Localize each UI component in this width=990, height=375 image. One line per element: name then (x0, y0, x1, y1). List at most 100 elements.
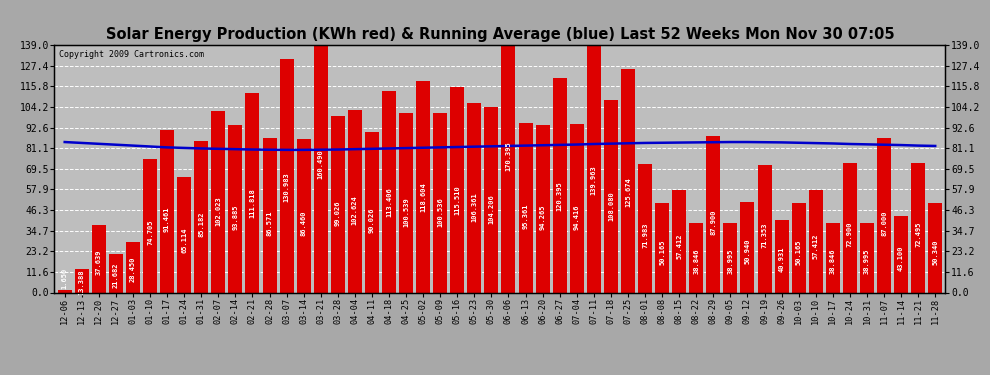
Bar (724, 223, 738, 292)
Bar (399, 114, 413, 292)
Bar (552, 78, 566, 292)
Bar (246, 93, 259, 292)
Text: 85.182: 85.182 (198, 211, 204, 237)
Text: 38.846: 38.846 (830, 249, 836, 274)
Text: 113.406: 113.406 (386, 187, 392, 216)
Bar (143, 159, 157, 292)
Text: 38.995: 38.995 (864, 249, 870, 274)
Bar (570, 124, 584, 292)
Text: 50.340: 50.340 (933, 239, 939, 265)
Title: Solar Energy Production (KWh red) & Running Average (blue) Last 52 Weeks Mon Nov: Solar Energy Production (KWh red) & Runn… (106, 27, 894, 42)
Text: 86.460: 86.460 (301, 210, 307, 236)
Bar (842, 163, 857, 292)
Text: 87.900: 87.900 (710, 209, 717, 235)
Bar (774, 220, 789, 292)
Text: 139.963: 139.963 (591, 165, 597, 195)
Bar (467, 103, 481, 292)
Text: 170.395: 170.395 (506, 141, 512, 171)
Text: 21.682: 21.682 (113, 262, 119, 288)
Bar (502, 0, 516, 292)
Text: 100.539: 100.539 (403, 197, 409, 227)
Text: 106.361: 106.361 (471, 192, 477, 222)
Bar (689, 224, 703, 292)
Bar (929, 203, 942, 292)
Bar (279, 59, 294, 292)
Text: 86.571: 86.571 (266, 210, 272, 236)
Text: 65.114: 65.114 (181, 228, 187, 253)
Bar (347, 110, 362, 292)
Text: 43.100: 43.100 (898, 245, 904, 271)
Text: 99.026: 99.026 (335, 200, 341, 226)
Bar (519, 123, 533, 292)
Text: 28.450: 28.450 (130, 257, 136, 282)
Text: 100.536: 100.536 (438, 197, 444, 227)
Text: 50.165: 50.165 (796, 240, 802, 265)
Text: 50.940: 50.940 (744, 239, 750, 264)
Bar (757, 165, 771, 292)
Bar (741, 202, 754, 292)
Text: 90.026: 90.026 (369, 208, 375, 233)
Text: 94.265: 94.265 (540, 204, 545, 230)
Bar (211, 111, 226, 292)
Text: 104.206: 104.206 (488, 194, 494, 224)
Bar (587, 43, 601, 292)
Bar (450, 87, 464, 292)
Bar (638, 164, 652, 292)
Bar (809, 190, 823, 292)
Text: 72.495: 72.495 (915, 222, 921, 247)
Bar (177, 177, 191, 292)
Bar (792, 203, 806, 292)
Bar (75, 268, 89, 292)
Bar (434, 114, 447, 292)
Bar (262, 138, 276, 292)
Text: 108.080: 108.080 (608, 191, 614, 221)
Text: 111.818: 111.818 (249, 188, 255, 218)
Bar (706, 136, 721, 292)
Text: 102.023: 102.023 (215, 196, 222, 226)
Bar (672, 190, 686, 292)
Bar (126, 242, 140, 292)
Text: 1.650: 1.650 (61, 267, 67, 289)
Text: 74.705: 74.705 (148, 220, 153, 245)
Bar (314, 7, 328, 292)
Bar (57, 290, 71, 292)
Bar (894, 216, 908, 292)
Bar (484, 107, 498, 292)
Text: 94.416: 94.416 (574, 204, 580, 230)
Bar (194, 141, 208, 292)
Bar (92, 225, 106, 292)
Text: 57.412: 57.412 (676, 234, 682, 259)
Text: 40.931: 40.931 (778, 247, 785, 273)
Text: 93.885: 93.885 (233, 204, 239, 230)
Bar (229, 125, 243, 292)
Bar (860, 223, 874, 292)
Text: 102.624: 102.624 (351, 195, 357, 225)
Text: 130.983: 130.983 (283, 172, 290, 202)
Text: 38.995: 38.995 (728, 249, 734, 274)
Text: 57.412: 57.412 (813, 234, 819, 259)
Bar (621, 69, 635, 292)
Bar (331, 116, 345, 292)
Bar (911, 164, 925, 292)
Text: 37.639: 37.639 (96, 250, 102, 275)
Bar (160, 130, 174, 292)
Bar (382, 91, 396, 292)
Bar (826, 224, 840, 292)
Text: 118.604: 118.604 (420, 183, 426, 212)
Bar (655, 203, 669, 292)
Bar (877, 138, 891, 292)
Text: 50.165: 50.165 (659, 240, 665, 265)
Text: 13.388: 13.388 (79, 269, 85, 294)
Text: 95.361: 95.361 (523, 203, 529, 229)
Text: 71.983: 71.983 (643, 222, 648, 248)
Text: 125.674: 125.674 (625, 177, 631, 207)
Text: 160.490: 160.490 (318, 149, 324, 179)
Bar (416, 81, 430, 292)
Text: 38.846: 38.846 (693, 249, 699, 274)
Text: 71.353: 71.353 (761, 223, 767, 248)
Text: 87.000: 87.000 (881, 210, 887, 236)
Bar (109, 254, 123, 292)
Bar (604, 100, 618, 292)
Text: Copyright 2009 Cartronics.com: Copyright 2009 Cartronics.com (59, 50, 204, 59)
Text: 72.900: 72.900 (846, 221, 852, 247)
